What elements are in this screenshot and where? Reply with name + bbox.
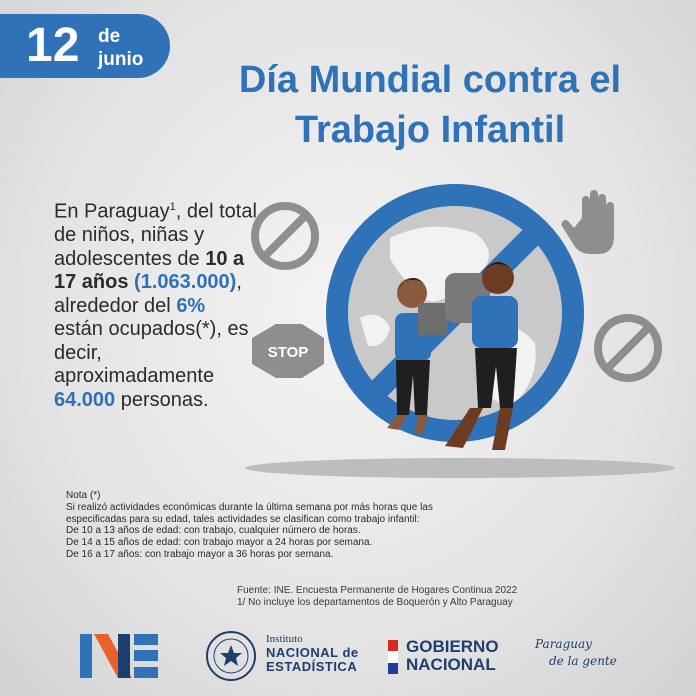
brand-line-2: de la gente <box>549 654 617 668</box>
footer-logos: Instituto NACIONAL de ESTADÍSTICA GOBIER… <box>0 620 696 696</box>
source-line-2: 1/ No incluye los departamentos de Boque… <box>237 597 513 608</box>
percent-value: 6% <box>176 294 206 317</box>
paraguay-brand-logo: Paraguay de la gente <box>535 636 617 670</box>
note-line: especificadas para su edad, tales activi… <box>66 513 420 525</box>
date-badge: 12 de junio <box>0 14 170 78</box>
statistic-text: En Paraguay1, del total de niños, niñas … <box>54 196 259 412</box>
stop-sign-label: STOP <box>268 344 309 361</box>
institute-small: Instituto <box>266 633 303 645</box>
girl-figure <box>387 277 448 433</box>
body-p3: , alrededor del <box>54 271 242 317</box>
source: Fuente: INE. Encuesta Permanente de Hoga… <box>237 585 517 609</box>
page-title: Día Mundial contra el Trabajo Infantil <box>170 55 690 155</box>
boy-figure <box>445 262 518 450</box>
brand-line-1: Paraguay <box>535 637 592 651</box>
no-sign-icon-right <box>594 314 662 382</box>
no-sign-icon-left <box>251 202 319 270</box>
ground-shadow <box>245 458 675 478</box>
note-heading: Nota (*) <box>66 490 101 501</box>
ine-logo <box>80 634 158 678</box>
flag-icon <box>388 640 398 674</box>
count-value: 64.000 <box>54 388 116 411</box>
date-day: 12 <box>26 19 80 72</box>
note-line: De 14 a 15 años de edad: con trabajo may… <box>66 537 373 549</box>
paraguay-seal-icon <box>206 631 256 681</box>
body-p4: están ocupados(*), es decir, aproximadam… <box>54 318 249 388</box>
stop-hand-icon <box>561 190 614 254</box>
institute-big-1: NACIONAL de <box>266 645 359 660</box>
date-de: de <box>98 26 121 47</box>
gov-line-1: GOBIERNO <box>406 637 499 656</box>
body-p1: En Paraguay <box>54 200 170 223</box>
note: Nota (*) Si realizó actividades económic… <box>66 490 506 561</box>
note-line: De 10 a 13 años de edad: con trabajo, cu… <box>66 525 361 537</box>
title-line-2: Trabajo Infantil <box>294 109 566 151</box>
body-p5: personas. <box>115 388 209 411</box>
note-line: Si realizó actividades económicas durant… <box>66 501 433 513</box>
institute-big-2: ESTADÍSTICA <box>266 659 358 674</box>
total-population: (1.063.000) <box>134 271 237 294</box>
footnote-marker: 1 <box>169 201 176 213</box>
note-line: De 16 a 17 años: con trabajo mayor a 36 … <box>66 548 334 560</box>
gov-line-2: NACIONAL <box>406 655 496 674</box>
title-line-1: Día Mundial contra el <box>238 59 622 101</box>
age-range: 10 a 17 años <box>54 247 245 294</box>
illustration: STOP <box>245 184 675 478</box>
institute-name: Instituto NACIONAL de ESTADÍSTICA <box>266 632 359 674</box>
stop-sign-icon: STOP <box>252 324 324 378</box>
body-p2: , del total de niños, niñas y adolescent… <box>54 200 257 270</box>
gobierno-nacional-logo: GOBIERNO NACIONAL <box>406 638 499 674</box>
source-line-1: Fuente: INE. Encuesta Permanente de Hoga… <box>237 585 518 596</box>
date-month: junio <box>98 49 144 70</box>
